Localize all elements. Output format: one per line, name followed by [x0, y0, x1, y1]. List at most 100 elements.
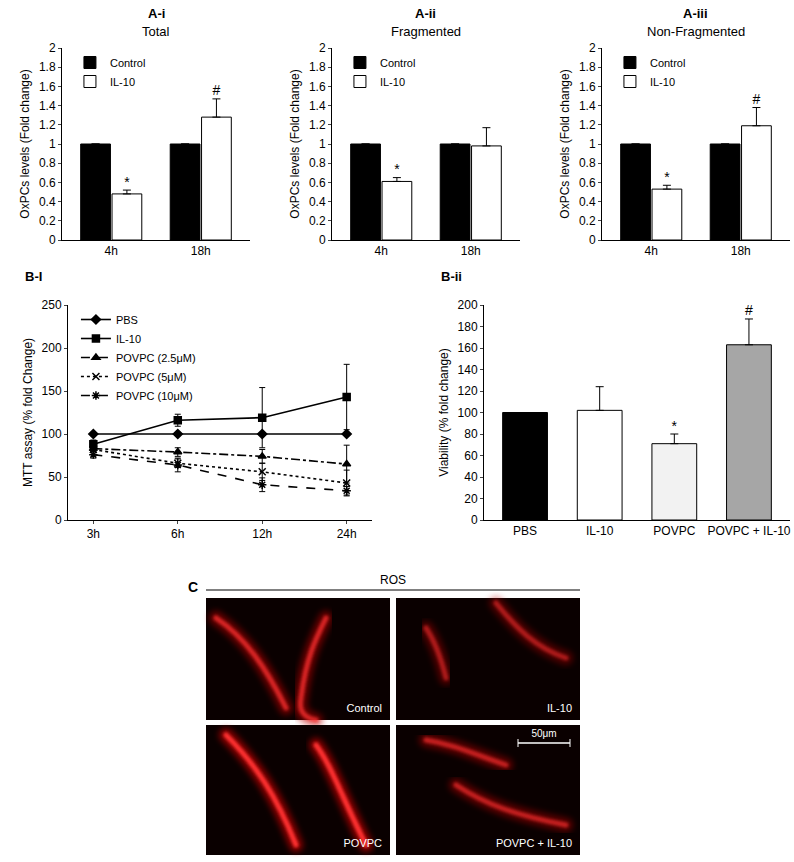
svg-text:0.2: 0.2 — [39, 214, 56, 228]
svg-text:Control: Control — [110, 57, 145, 69]
svg-text:OxPCs levels (Fold change): OxPCs levels (Fold change) — [288, 69, 302, 218]
svg-text:PBS: PBS — [116, 314, 138, 326]
svg-text:4h: 4h — [105, 244, 118, 258]
svg-text:80: 80 — [464, 427, 478, 441]
svg-text:POVPC + IL-10: POVPC + IL-10 — [707, 524, 790, 538]
svg-text:1: 1 — [49, 137, 56, 151]
svg-text:1.2: 1.2 — [309, 118, 326, 132]
svg-text:IL-10: IL-10 — [547, 702, 572, 714]
svg-text:#: # — [753, 91, 761, 107]
svg-text:POVPC + IL-10: POVPC + IL-10 — [496, 837, 572, 849]
svg-text:200: 200 — [458, 298, 478, 312]
svg-text:1.2: 1.2 — [579, 118, 596, 132]
svg-text:Control: Control — [347, 702, 382, 714]
svg-text:24h: 24h — [337, 527, 357, 541]
svg-text:1.6: 1.6 — [579, 80, 596, 94]
svg-text:0.4: 0.4 — [39, 195, 56, 209]
svg-text:1: 1 — [589, 137, 596, 151]
svg-text:0.2: 0.2 — [309, 214, 326, 228]
svg-text:1.4: 1.4 — [579, 99, 596, 113]
svg-text:IL-10: IL-10 — [116, 333, 141, 345]
svg-text:Control: Control — [380, 57, 415, 69]
svg-text:PBS: PBS — [513, 524, 537, 538]
svg-text:1.8: 1.8 — [579, 60, 596, 74]
svg-text:0.4: 0.4 — [309, 195, 326, 209]
svg-text:4h: 4h — [645, 244, 658, 258]
svg-text:6h: 6h — [171, 527, 184, 541]
svg-text:18h: 18h — [191, 244, 211, 258]
svg-text:0.8: 0.8 — [39, 156, 56, 170]
svg-text:POVPC (10μM): POVPC (10μM) — [116, 390, 193, 402]
svg-text:180: 180 — [458, 320, 478, 334]
svg-text:100: 100 — [42, 427, 62, 441]
svg-text:#: # — [745, 302, 753, 318]
svg-text:18h: 18h — [461, 244, 481, 258]
svg-text:*: * — [664, 169, 670, 185]
svg-text:2: 2 — [49, 41, 56, 55]
svg-text:0.4: 0.4 — [579, 195, 596, 209]
svg-text:0: 0 — [55, 513, 62, 527]
svg-text:1.6: 1.6 — [309, 80, 326, 94]
svg-text:0: 0 — [49, 233, 56, 247]
svg-text:0.6: 0.6 — [309, 176, 326, 190]
svg-text:Total: Total — [142, 24, 170, 39]
svg-text:100: 100 — [458, 406, 478, 420]
svg-text:250: 250 — [42, 298, 62, 312]
svg-text:*: * — [394, 161, 400, 177]
svg-text:12h: 12h — [252, 527, 272, 541]
svg-text:200: 200 — [42, 341, 62, 355]
svg-text:IL-10: IL-10 — [110, 76, 135, 88]
svg-text:ROS: ROS — [380, 573, 406, 587]
svg-text:40: 40 — [464, 470, 478, 484]
svg-text:60: 60 — [464, 449, 478, 463]
svg-text:1.6: 1.6 — [39, 80, 56, 94]
svg-text:POVPC (2.5μM): POVPC (2.5μM) — [116, 352, 196, 364]
svg-text:Control: Control — [650, 57, 685, 69]
svg-text:MTT assay (% fold Change): MTT assay (% fold Change) — [21, 338, 35, 487]
svg-text:0: 0 — [589, 233, 596, 247]
svg-text:IL-10: IL-10 — [586, 524, 614, 538]
svg-text:A-iii: A-iii — [683, 6, 708, 21]
svg-text:*: * — [124, 174, 130, 190]
svg-text:0.8: 0.8 — [579, 156, 596, 170]
svg-text:IL-10: IL-10 — [380, 76, 405, 88]
svg-text:#: # — [213, 82, 221, 98]
svg-text:B-I: B-I — [25, 269, 42, 284]
svg-text:OxPCs levels (Fold change): OxPCs levels (Fold change) — [558, 69, 572, 218]
svg-text:A-i: A-i — [148, 6, 165, 21]
svg-text:50μm: 50μm — [531, 728, 556, 739]
svg-text:0.6: 0.6 — [39, 176, 56, 190]
svg-text:0.2: 0.2 — [579, 214, 596, 228]
svg-text:0: 0 — [471, 513, 478, 527]
svg-text:0.8: 0.8 — [309, 156, 326, 170]
svg-text:1.8: 1.8 — [39, 60, 56, 74]
svg-text:1.4: 1.4 — [39, 99, 56, 113]
svg-text:Non-Fragmented: Non-Fragmented — [647, 24, 745, 39]
svg-text:Fragmented: Fragmented — [391, 24, 461, 39]
svg-text:18h: 18h — [731, 244, 751, 258]
svg-text:1.8: 1.8 — [309, 60, 326, 74]
svg-text:POVPC: POVPC — [653, 524, 695, 538]
svg-text:POVPC: POVPC — [343, 837, 382, 849]
svg-text:*: * — [672, 418, 678, 434]
svg-text:B-ii: B-ii — [441, 269, 462, 284]
svg-text:160: 160 — [458, 341, 478, 355]
svg-text:150: 150 — [42, 384, 62, 398]
svg-text:2: 2 — [319, 41, 326, 55]
svg-text:OxPCs levels (Fold change): OxPCs levels (Fold change) — [18, 69, 32, 218]
svg-text:1.2: 1.2 — [39, 118, 56, 132]
svg-text:50: 50 — [48, 470, 62, 484]
svg-text:0.6: 0.6 — [579, 176, 596, 190]
svg-text:0: 0 — [319, 233, 326, 247]
svg-text:IL-10: IL-10 — [650, 76, 675, 88]
svg-text:3h: 3h — [87, 527, 100, 541]
svg-text:120: 120 — [458, 384, 478, 398]
svg-text:1: 1 — [319, 137, 326, 151]
svg-text:POVPC (5μM): POVPC (5μM) — [116, 371, 187, 383]
svg-text:C: C — [188, 579, 198, 595]
svg-text:4h: 4h — [375, 244, 388, 258]
svg-text:A-ii: A-ii — [415, 6, 436, 21]
svg-text:Viability (% fold change): Viability (% fold change) — [437, 348, 451, 477]
svg-text:140: 140 — [458, 363, 478, 377]
svg-text:20: 20 — [464, 492, 478, 506]
